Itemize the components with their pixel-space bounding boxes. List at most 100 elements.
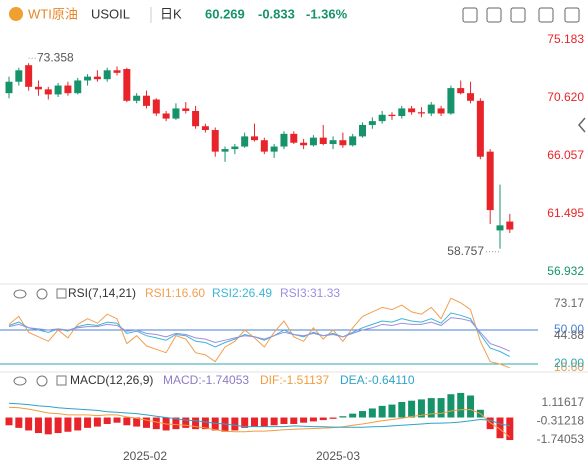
histogram-bar: [339, 416, 347, 418]
candle-body: [437, 108, 445, 114]
y-tick-label: 1.11617: [542, 395, 585, 409]
candle-body: [280, 133, 288, 147]
legend-entry: DIF:-1.51137: [260, 373, 329, 387]
histogram-bar: [300, 417, 308, 423]
indicator-line: [8, 297, 510, 369]
histogram-bar: [123, 417, 131, 426]
y-tick-label: 61.495: [547, 206, 584, 220]
histogram-bar: [192, 417, 200, 430]
collapse-arrow[interactable]: [578, 117, 586, 133]
y-tick-label: 66.057: [547, 148, 584, 162]
candle-body: [408, 108, 416, 113]
gear-icon[interactable]: [36, 375, 48, 387]
histogram-bar: [113, 417, 121, 423]
price: 60.269: [205, 6, 245, 21]
candle-body: [54, 85, 62, 95]
histogram-bar: [241, 417, 249, 428]
y-tick-label: -0.31218: [537, 414, 585, 428]
candle-body: [319, 137, 327, 145]
histogram-bar: [133, 417, 141, 427]
indicator-title: RSI(7,14,21): [68, 286, 136, 300]
candle-body: [15, 70, 23, 82]
histogram-bar: [417, 399, 425, 418]
histogram-bar: [329, 417, 337, 419]
histogram-bar: [25, 417, 33, 431]
tool-button[interactable]: [538, 7, 554, 23]
legend-entry: MACD:-1.74053: [163, 373, 249, 387]
histogram-bar: [142, 417, 150, 428]
period[interactable]: 日K: [160, 6, 182, 21]
histogram-bar: [84, 417, 92, 428]
candle-body: [241, 136, 249, 147]
legend-entry: DEA:-0.64110: [340, 373, 415, 387]
histogram-bar: [211, 417, 219, 431]
histogram-bar: [309, 417, 317, 422]
candle-body: [329, 140, 337, 145]
histogram-bar: [349, 413, 357, 418]
candle-body: [486, 151, 494, 211]
candle-body: [25, 65, 33, 87]
y-tick-label: -1.74053: [537, 432, 585, 446]
histogram-bar: [378, 405, 386, 418]
candle-body: [172, 108, 180, 119]
histogram-bar: [457, 392, 465, 418]
tool-button[interactable]: [510, 7, 526, 23]
candle-body: [506, 221, 514, 230]
symbol-code: USOIL: [91, 6, 130, 21]
candle-body: [182, 108, 190, 111]
candle-body: [142, 95, 150, 106]
histogram-bar: [172, 417, 180, 430]
histogram-bar: [280, 417, 288, 424]
candle-body: [211, 130, 219, 152]
candle-body: [417, 112, 425, 114]
symbol-icon: [9, 7, 23, 21]
histogram-bar: [486, 417, 494, 430]
candle-body: [476, 100, 484, 157]
tool-button[interactable]: [564, 7, 580, 23]
candle-body: [201, 126, 209, 131]
histogram-bar: [270, 417, 278, 426]
candle-body: [44, 89, 52, 95]
candle-body: [339, 140, 347, 146]
candle-body: [388, 114, 396, 117]
eye-icon[interactable]: [13, 289, 27, 299]
histogram-bar: [221, 417, 229, 432]
candle-body: [368, 121, 376, 125]
tool-button[interactable]: [486, 7, 502, 23]
candle-body: [398, 108, 406, 117]
histogram-bar: [290, 417, 298, 424]
tool-button[interactable]: [462, 7, 478, 23]
legend-entry: RSI2:26.49: [212, 286, 272, 300]
indicator-title: MACD(12,26,9): [70, 373, 153, 387]
candle-body: [93, 76, 101, 80]
histogram-bar: [201, 417, 209, 430]
panel-icon[interactable]: [56, 288, 67, 299]
change-pct: -1.36%: [306, 6, 348, 21]
y-tick-label: 20.00: [554, 356, 584, 370]
symbol-name[interactable]: WTI原油: [28, 6, 78, 21]
histogram-bar: [44, 417, 52, 435]
candle-body: [113, 70, 121, 73]
histogram-bar: [93, 417, 101, 427]
histogram-bar: [231, 417, 239, 431]
histogram-bar: [103, 417, 111, 424]
histogram-bar: [496, 417, 504, 439]
panel-icon[interactable]: [56, 375, 67, 386]
histogram-bar: [182, 417, 190, 428]
histogram-bar: [64, 417, 72, 432]
histogram-bar: [152, 417, 160, 430]
eye-icon[interactable]: [13, 376, 27, 386]
legend-entry: RSI3:31.33: [280, 286, 340, 300]
candle-body: [300, 142, 308, 146]
histogram-bar: [368, 408, 376, 418]
candle-body: [123, 69, 131, 101]
candle-body: [467, 93, 475, 101]
high-annotation: 73.358: [28, 50, 74, 64]
histogram-bar: [319, 417, 327, 421]
indicator-line: [8, 402, 510, 428]
candle-body: [133, 95, 141, 101]
y-tick-label: 75.183: [547, 32, 584, 46]
y-tick-label: 50.00: [554, 322, 584, 336]
gear-icon[interactable]: [36, 288, 48, 300]
